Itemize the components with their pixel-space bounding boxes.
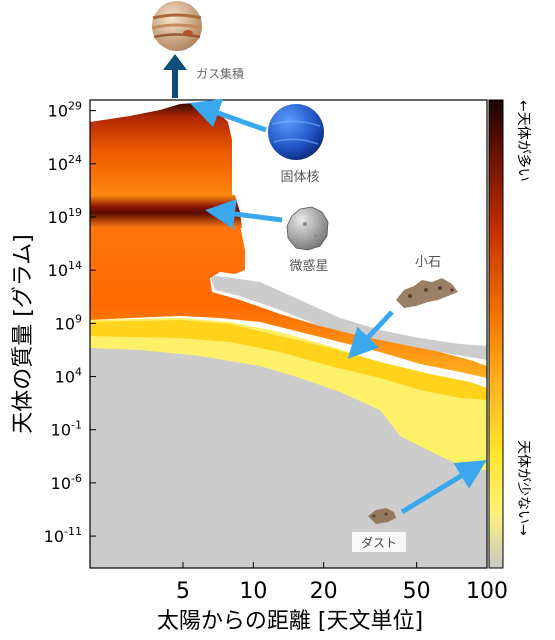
y-tick-label: 10-11 (44, 525, 82, 546)
y-tick-label: 10-1 (51, 419, 82, 440)
x-tick-label: 10 (239, 579, 267, 604)
y-tick-label: 1029 (48, 100, 82, 121)
y-axis-label: 天体の質量 [グラム] (11, 234, 36, 434)
planetesimal-icon (286, 206, 329, 251)
y-axis-ticks: 1029 1024 1019 1014 109 104 10-1 10-6 10-11 (44, 100, 96, 546)
upper-gray-band (210, 275, 487, 360)
dust-arrow (400, 460, 487, 515)
planetesimal-arrow (205, 199, 283, 229)
y-tick-label: 109 (55, 312, 82, 333)
pebble-icon (396, 278, 458, 308)
solid-body-region (90, 200, 487, 378)
y-tick-label: 1019 (48, 206, 82, 227)
colorbar-top-label: ←天体が多い (515, 100, 532, 182)
neptune-icon (268, 104, 324, 160)
pebble-arrow (347, 310, 394, 359)
gas-accretion-label: ガス集積 (196, 66, 244, 81)
jupiter-icon (151, 1, 203, 51)
solid-core-label: 固体核 (280, 170, 319, 185)
dust-label: ダスト (361, 535, 397, 550)
gas-accretion-region (90, 103, 232, 200)
dust-icon (368, 508, 396, 524)
x-tick-label: 5 (176, 579, 190, 604)
y-tick-label: 1014 (48, 259, 82, 280)
y-tick-label: 104 (55, 366, 82, 387)
colorbar-bottom-label: 天体が少ない→ (515, 440, 531, 536)
x-tick-label: 20 (310, 579, 338, 604)
gas-accretion-arrow (163, 54, 187, 98)
x-tick-label: 50 (403, 579, 431, 604)
planetesimal-label: 微惑星 (289, 258, 328, 274)
planetesimal-band (90, 195, 242, 228)
pebble-track-core (90, 320, 487, 400)
x-tick-label: 100 (466, 579, 508, 604)
dust-label-box (352, 532, 406, 552)
solid-core-arrow (189, 98, 267, 133)
colorbar (488, 99, 504, 569)
x-axis-label: 太陽からの距離 [天文単位] (157, 609, 423, 634)
x-axis-ticks: 5 10 20 50 100 (176, 562, 508, 604)
y-tick-label: 10-6 (51, 472, 82, 493)
y-tick-label: 1024 (48, 153, 82, 174)
pebble-label: 小石 (415, 255, 441, 270)
plot-frame (89, 99, 488, 569)
